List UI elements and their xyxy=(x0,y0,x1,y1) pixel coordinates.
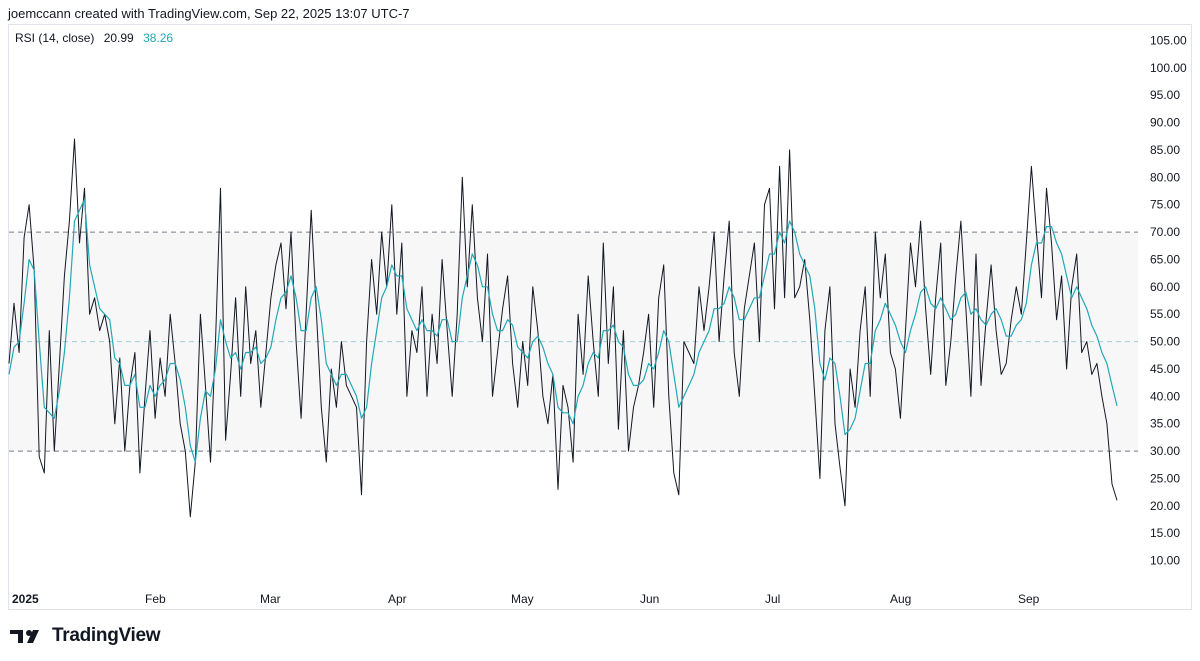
y-tick-label: 35.00 xyxy=(1150,417,1180,431)
tradingview-logo[interactable]: TradingView xyxy=(10,625,161,647)
chart-credit: joemccann created with TradingView.com, … xyxy=(8,6,410,21)
indicator-name: RSI (14, close) xyxy=(15,31,95,45)
indicator-legend[interactable]: RSI (14, close) 20.99 38.26 xyxy=(15,31,173,45)
y-tick-label: 75.00 xyxy=(1150,198,1180,212)
y-tick-label: 30.00 xyxy=(1150,444,1180,458)
x-axis-label: Feb xyxy=(145,592,166,606)
x-axis-label: Jul xyxy=(765,592,780,606)
x-axis-label: May xyxy=(511,592,534,606)
rsi-line xyxy=(8,138,1118,518)
rsi-ma-line xyxy=(8,198,1118,463)
x-axis-label: Aug xyxy=(890,592,911,606)
y-tick-label: 60.00 xyxy=(1150,280,1180,294)
y-tick-label: 10.00 xyxy=(1150,554,1180,568)
rsi-value: 20.99 xyxy=(103,31,134,45)
y-tick-label: 15.00 xyxy=(1150,526,1180,540)
y-tick-label: 90.00 xyxy=(1150,116,1180,130)
y-tick-label: 100.00 xyxy=(1150,61,1187,75)
y-tick-label: 95.00 xyxy=(1150,88,1180,102)
y-tick-label: 80.00 xyxy=(1150,170,1180,184)
y-tick-label: 50.00 xyxy=(1150,335,1180,349)
chart-frame xyxy=(8,24,1192,610)
x-axis-label: 2025 xyxy=(12,592,39,606)
x-axis-label: Sep xyxy=(1018,592,1040,606)
y-tick-label: 65.00 xyxy=(1150,252,1180,266)
tradingview-logo-icon xyxy=(10,630,39,643)
y-tick-label: 20.00 xyxy=(1150,499,1180,513)
y-tick-label: 40.00 xyxy=(1150,389,1180,403)
x-axis-label: Mar xyxy=(260,592,281,606)
y-tick-label: 55.00 xyxy=(1150,307,1180,321)
y-tick-label: 85.00 xyxy=(1150,143,1180,157)
y-tick-label: 105.00 xyxy=(1150,33,1187,47)
tradingview-brand: TradingView xyxy=(52,625,161,646)
x-axis-label: Apr xyxy=(388,592,407,606)
x-axis-label: Jun xyxy=(640,592,659,606)
rsi-ma-value: 38.26 xyxy=(143,31,174,45)
y-tick-label: 70.00 xyxy=(1150,225,1180,239)
y-tick-label: 45.00 xyxy=(1150,362,1180,376)
y-tick-label: 25.00 xyxy=(1150,471,1180,485)
